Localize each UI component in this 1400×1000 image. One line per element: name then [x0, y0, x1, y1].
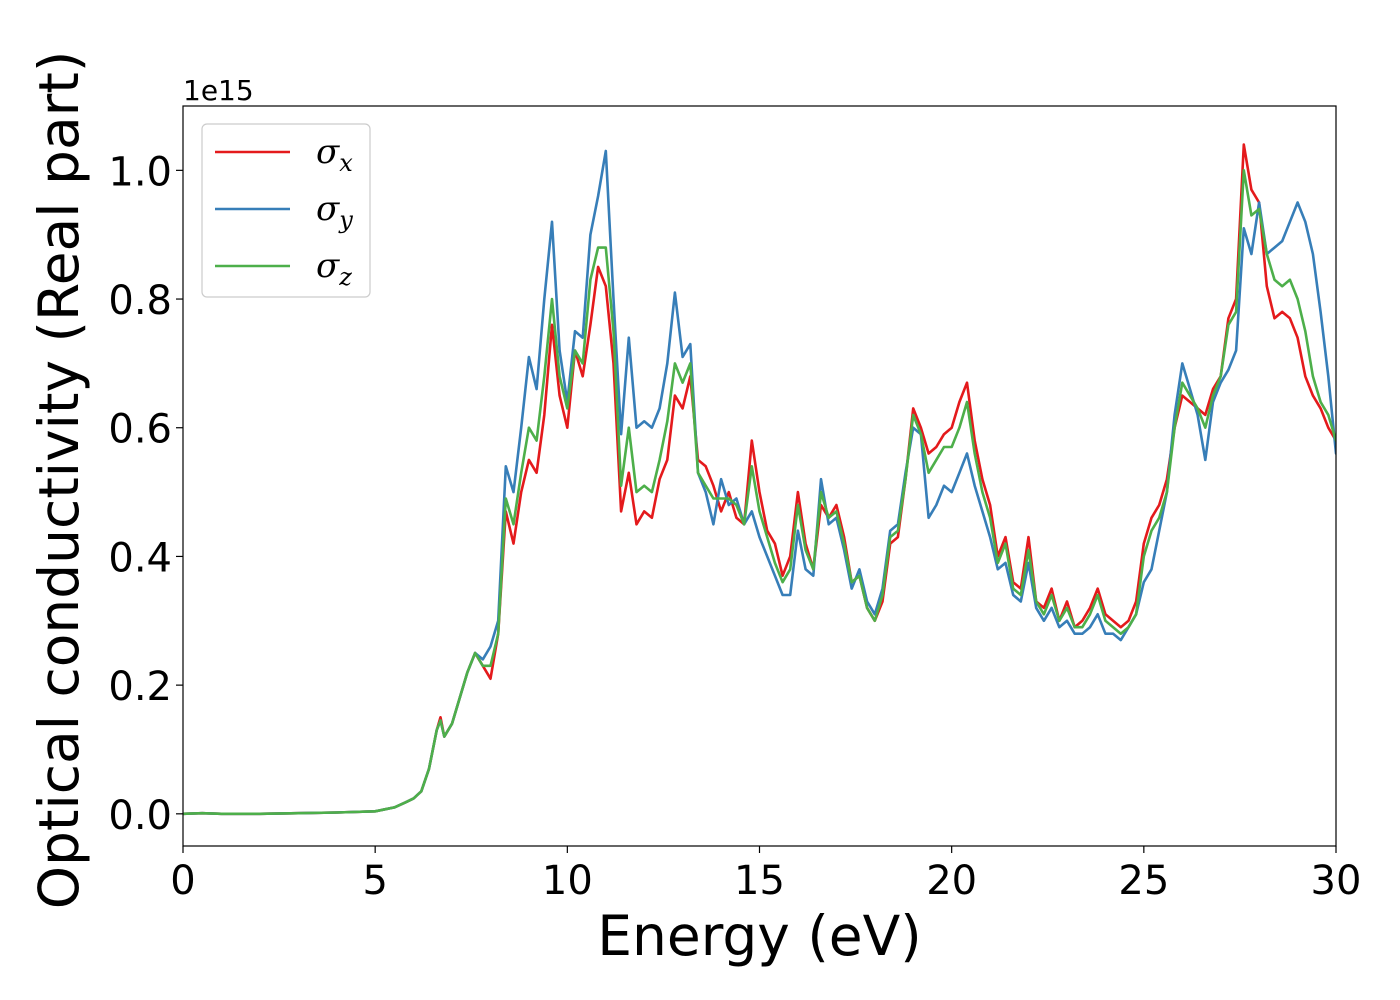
legend-label-y: σy — [316, 189, 353, 234]
x-tick-label: 25 — [1118, 858, 1169, 904]
series-layer — [183, 143, 1336, 816]
x-tick-label: 30 — [1311, 858, 1362, 904]
y-tick-label: 0.2 — [108, 664, 172, 710]
y-tick-label: 0.0 — [108, 793, 172, 839]
y-tick-label: 0.4 — [108, 535, 172, 581]
x-tick-label: 0 — [170, 858, 195, 904]
y-tick-label: 0.8 — [108, 278, 172, 324]
x-tick-label: 5 — [362, 858, 387, 904]
legend: σx σy σz — [201, 123, 371, 298]
legend-label-z: σz — [316, 246, 352, 291]
legend-label-x: σx — [316, 132, 353, 177]
ticks-layer: 0 5 10 15 20 25 30 0.0 0.2 0.4 0.6 0.8 1.0 — [108, 149, 1361, 904]
y-tick-label: 0.6 — [108, 407, 172, 453]
x-tick-label: 10 — [542, 858, 593, 904]
x-tick-label: 20 — [926, 858, 977, 904]
legend-frame — [201, 123, 371, 298]
x-tick-label: 15 — [734, 858, 785, 904]
y-axis-title: Optical conductivity (Real part) — [27, 51, 91, 910]
y-offset-text: 1e15 — [183, 74, 254, 107]
series-line-z — [183, 169, 1336, 816]
y-tick-label: 1.0 — [108, 149, 172, 195]
x-axis-title: Energy (eV) — [597, 904, 921, 968]
